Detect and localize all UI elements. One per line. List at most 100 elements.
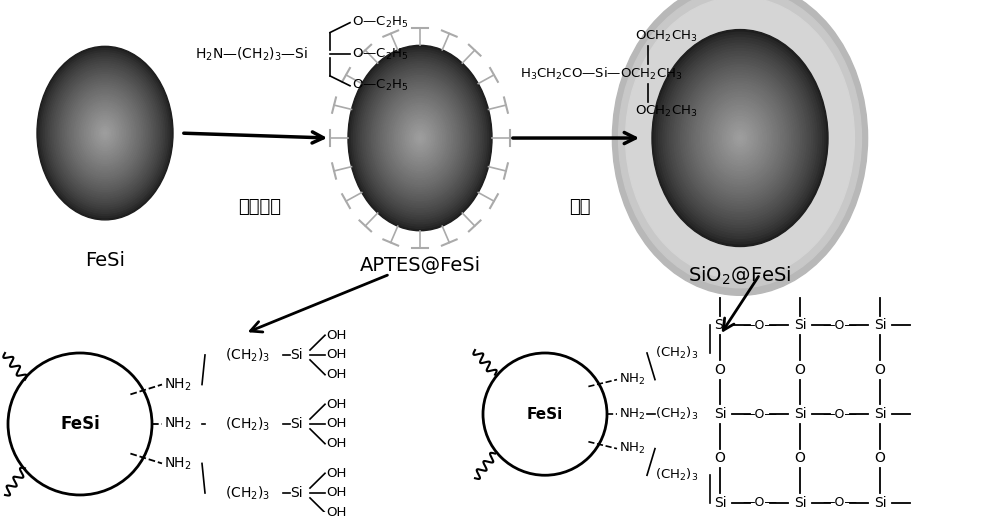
Text: —O—: —O—: [823, 319, 857, 332]
Ellipse shape: [54, 68, 156, 198]
Ellipse shape: [395, 105, 445, 170]
Ellipse shape: [62, 79, 148, 187]
Ellipse shape: [78, 99, 132, 168]
Ellipse shape: [718, 111, 762, 165]
Text: OH: OH: [326, 398, 346, 411]
Ellipse shape: [731, 127, 749, 149]
Ellipse shape: [80, 101, 130, 166]
Text: —O—: —O—: [823, 407, 857, 420]
Ellipse shape: [46, 57, 164, 209]
Ellipse shape: [416, 133, 424, 143]
Ellipse shape: [42, 53, 168, 213]
Ellipse shape: [47, 59, 163, 207]
Text: Si: Si: [714, 318, 726, 332]
Text: APTES@FeSi: APTES@FeSi: [359, 256, 481, 276]
Text: —O—: —O—: [823, 496, 857, 509]
Ellipse shape: [725, 119, 755, 157]
Text: 氨水: 氨水: [569, 198, 591, 216]
Ellipse shape: [98, 125, 112, 142]
Ellipse shape: [85, 107, 125, 159]
Text: —O—: —O—: [743, 407, 777, 420]
Text: OH: OH: [326, 437, 346, 450]
Ellipse shape: [379, 85, 461, 192]
Ellipse shape: [352, 50, 488, 226]
Ellipse shape: [73, 92, 137, 174]
Text: O: O: [875, 452, 885, 466]
Ellipse shape: [733, 130, 747, 146]
Ellipse shape: [667, 49, 813, 227]
Ellipse shape: [709, 100, 771, 176]
Ellipse shape: [400, 113, 440, 163]
Text: H$_2$N—(CH$_2$)$_3$—Si: H$_2$N—(CH$_2$)$_3$—Si: [195, 46, 308, 63]
Ellipse shape: [102, 129, 108, 138]
Text: OH: OH: [326, 348, 346, 361]
Text: Si: Si: [714, 496, 726, 510]
Ellipse shape: [685, 70, 795, 206]
Ellipse shape: [64, 81, 146, 185]
Text: (CH$_2$)$_3$: (CH$_2$)$_3$: [225, 346, 270, 364]
Ellipse shape: [705, 94, 775, 182]
Ellipse shape: [37, 46, 173, 220]
Ellipse shape: [353, 52, 487, 224]
Ellipse shape: [654, 32, 826, 244]
Ellipse shape: [404, 117, 436, 159]
Ellipse shape: [368, 71, 472, 205]
Text: NH$_2$: NH$_2$: [619, 406, 645, 421]
Ellipse shape: [348, 45, 492, 231]
Ellipse shape: [736, 133, 744, 143]
Ellipse shape: [626, 0, 854, 279]
Ellipse shape: [83, 105, 127, 161]
Ellipse shape: [397, 108, 443, 168]
Ellipse shape: [69, 88, 141, 179]
Text: Si: Si: [794, 496, 806, 510]
Ellipse shape: [406, 119, 434, 157]
Ellipse shape: [409, 124, 431, 152]
Text: NH$_2$: NH$_2$: [164, 376, 192, 393]
Text: Si: Si: [874, 496, 886, 510]
Ellipse shape: [375, 80, 465, 196]
Ellipse shape: [44, 55, 166, 211]
Ellipse shape: [703, 92, 777, 184]
Ellipse shape: [81, 103, 129, 163]
Ellipse shape: [93, 118, 117, 148]
Text: OH: OH: [326, 329, 346, 342]
Ellipse shape: [382, 89, 458, 187]
Ellipse shape: [729, 125, 751, 152]
Ellipse shape: [415, 131, 425, 145]
Text: OH: OH: [326, 417, 346, 430]
Ellipse shape: [391, 101, 449, 175]
Text: (CH$_2$)$_3$: (CH$_2$)$_3$: [225, 484, 270, 502]
Ellipse shape: [619, 0, 861, 288]
Ellipse shape: [76, 96, 134, 170]
Text: O—C$_2$H$_5$: O—C$_2$H$_5$: [352, 78, 408, 93]
Ellipse shape: [96, 122, 114, 144]
Text: FeSi: FeSi: [85, 251, 125, 270]
Text: OH: OH: [326, 368, 346, 381]
Text: O: O: [795, 452, 805, 466]
Ellipse shape: [698, 87, 782, 189]
Ellipse shape: [663, 43, 817, 233]
Ellipse shape: [738, 135, 742, 141]
Ellipse shape: [90, 114, 120, 153]
Ellipse shape: [612, 0, 868, 295]
Ellipse shape: [696, 84, 784, 192]
Ellipse shape: [727, 122, 753, 154]
Text: OH: OH: [326, 467, 346, 480]
Text: Si: Si: [874, 318, 886, 332]
Ellipse shape: [68, 86, 142, 181]
Text: NH$_2$: NH$_2$: [164, 416, 192, 432]
Ellipse shape: [700, 89, 780, 187]
Ellipse shape: [711, 103, 769, 173]
Ellipse shape: [694, 81, 786, 195]
Text: SiO$_2$@FeSi: SiO$_2$@FeSi: [688, 264, 792, 286]
Text: OCH$_2$CH$_3$: OCH$_2$CH$_3$: [635, 104, 697, 119]
Ellipse shape: [59, 75, 151, 192]
Ellipse shape: [683, 67, 797, 209]
Text: Si: Si: [874, 407, 886, 421]
Ellipse shape: [413, 129, 427, 147]
Ellipse shape: [66, 83, 144, 183]
Circle shape: [483, 353, 607, 475]
Ellipse shape: [71, 90, 139, 176]
Ellipse shape: [411, 127, 429, 149]
Text: FeSi: FeSi: [527, 406, 563, 421]
